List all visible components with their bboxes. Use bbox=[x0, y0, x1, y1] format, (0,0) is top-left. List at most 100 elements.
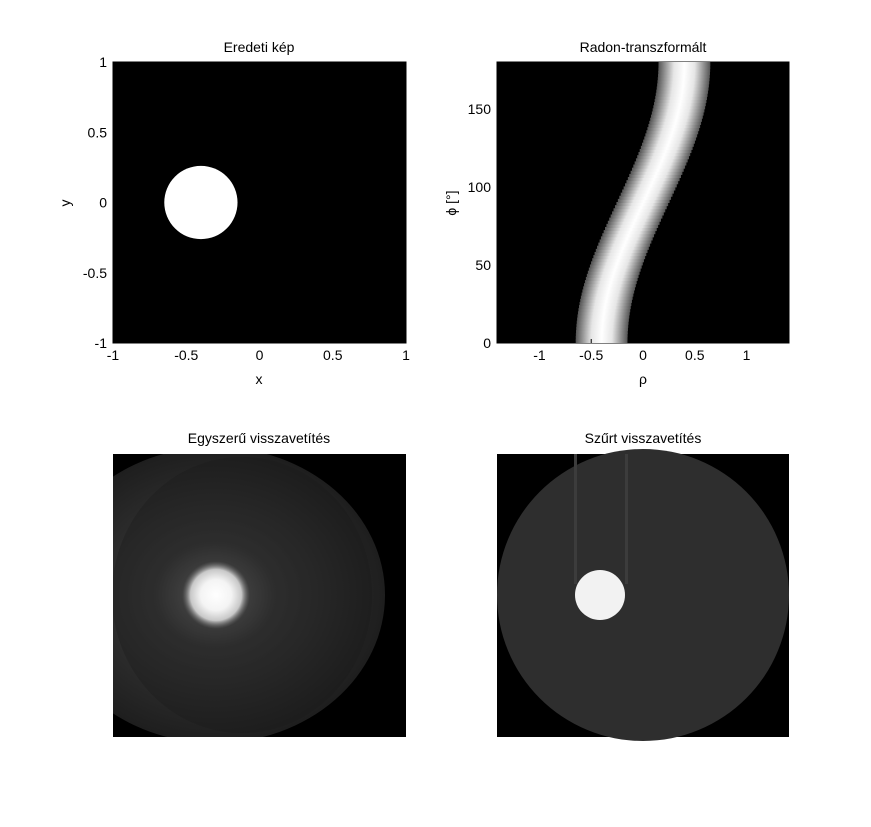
original-y-tick-label: 0 bbox=[99, 195, 107, 211]
radon-band-slice bbox=[613, 208, 666, 213]
original-y-tick-label: -1 bbox=[95, 335, 108, 351]
filtered-streak-left bbox=[574, 454, 577, 584]
radon-band-slice bbox=[599, 239, 652, 244]
radon-band-slice bbox=[591, 261, 643, 266]
radon-band-slice bbox=[585, 276, 638, 282]
radon-band-slice bbox=[650, 117, 702, 122]
radon-band-slice bbox=[658, 73, 710, 79]
filtered-disk bbox=[575, 570, 625, 620]
radon-band-slice bbox=[578, 305, 631, 310]
radon-band-slice bbox=[617, 198, 670, 203]
radon-band-slice bbox=[654, 102, 706, 107]
radon-band-slice bbox=[653, 105, 706, 110]
radon-band-slice bbox=[647, 127, 700, 132]
radon-band-slice bbox=[648, 123, 701, 129]
radon-band-slice bbox=[649, 120, 702, 125]
radon-band-slice bbox=[631, 167, 684, 172]
radon-x-ticks: -1 -0.5 0 0.5 1 bbox=[533, 339, 751, 363]
radon-y-tick-label: 50 bbox=[475, 257, 491, 273]
radon-x-tick-label: 0 bbox=[639, 347, 647, 363]
radon-band-slice bbox=[605, 226, 657, 232]
radon-band-slice bbox=[607, 220, 660, 225]
radon-band-slice bbox=[609, 217, 661, 222]
radon-band-slice bbox=[630, 170, 683, 175]
original-y-tick-label: -0.5 bbox=[83, 265, 107, 281]
radon-band-slice bbox=[577, 311, 630, 316]
radon-band-slice bbox=[638, 152, 691, 157]
radon-band-slice bbox=[656, 89, 709, 94]
radon-band-slice bbox=[584, 283, 636, 288]
radon-band-slice bbox=[588, 267, 641, 272]
radon-band-slice bbox=[600, 236, 653, 241]
radon-band-slice bbox=[616, 202, 669, 207]
radon-band-slice bbox=[595, 248, 648, 253]
radon-band-slice bbox=[644, 136, 697, 141]
radon-band-slice bbox=[657, 83, 709, 88]
panel-filtered: Szűrt visszavetítés bbox=[497, 430, 789, 741]
radon-band-slice bbox=[598, 242, 651, 247]
radon-band-slice bbox=[640, 145, 693, 150]
radon-band-slice bbox=[651, 114, 703, 119]
radon-band-slice bbox=[576, 330, 628, 335]
original-disk bbox=[164, 165, 238, 240]
radon-band-slice bbox=[657, 77, 710, 82]
radon-y-tick-label: 150 bbox=[468, 101, 492, 117]
radon-band-slice bbox=[575, 336, 628, 341]
radon-band-slice bbox=[622, 189, 674, 194]
radon-band-slice bbox=[580, 298, 632, 303]
radon-band-slice bbox=[593, 255, 646, 260]
radon-band-slice bbox=[657, 80, 710, 85]
radon-xlabel: ρ bbox=[639, 371, 647, 387]
original-x-tick-label: -1 bbox=[107, 347, 120, 363]
radon-band-slice bbox=[602, 233, 655, 238]
radon-band-slice bbox=[633, 164, 686, 169]
radon-band-slice bbox=[627, 177, 680, 182]
radon-band-slice bbox=[579, 301, 632, 307]
radon-band-slice bbox=[582, 289, 635, 294]
original-ylabel: y bbox=[57, 200, 73, 207]
radon-band-slice bbox=[629, 173, 681, 179]
panel-radon: Radon-transzformált -1 -0.5 0 0.5 1 150 100 50… bbox=[443, 39, 790, 387]
original-x-tick-label: 0.5 bbox=[323, 347, 343, 363]
radon-band-slice bbox=[646, 130, 699, 135]
radon-band-slice bbox=[658, 70, 710, 75]
radon-x-tick-label: -0.5 bbox=[579, 347, 603, 363]
radon-band-slice bbox=[584, 280, 637, 285]
backprojection-title: Egyszerű visszavetítés bbox=[188, 430, 330, 446]
original-y-ticks: 1 0.5 0 -0.5 -1 bbox=[83, 54, 117, 351]
radon-band-slice bbox=[614, 205, 667, 210]
radon-band-slice bbox=[643, 139, 695, 144]
radon-band-slice bbox=[634, 161, 687, 166]
radon-band-slice bbox=[592, 258, 644, 263]
radon-band-slice bbox=[589, 264, 642, 269]
radon-x-tick-label: 0.5 bbox=[685, 347, 705, 363]
radon-band-slice bbox=[603, 230, 656, 235]
radon-band-slice bbox=[656, 86, 709, 91]
original-x-ticks: -1 -0.5 0 0.5 1 bbox=[107, 339, 410, 363]
radon-band-slice bbox=[583, 286, 635, 291]
radon-band-slice bbox=[620, 192, 673, 197]
radon-band-slice bbox=[655, 92, 708, 97]
radon-band-slice bbox=[576, 326, 628, 332]
radon-band-slice bbox=[645, 133, 698, 138]
original-x-tick-label: 1 bbox=[402, 347, 410, 363]
original-title: Eredeti kép bbox=[224, 39, 295, 55]
radon-band-slice bbox=[654, 98, 707, 104]
original-x-tick-label: 0 bbox=[256, 347, 264, 363]
radon-band-slice bbox=[626, 180, 679, 185]
original-x-tick-label: -0.5 bbox=[174, 347, 198, 363]
radon-title: Radon-transzformált bbox=[580, 39, 707, 55]
radon-band-slice bbox=[586, 273, 639, 278]
radon-band-slice bbox=[575, 339, 628, 343]
radon-band-slice bbox=[576, 320, 629, 325]
radon-band-slice bbox=[623, 186, 676, 191]
radon-x-tick-label: -1 bbox=[533, 347, 546, 363]
radon-band-slice bbox=[642, 142, 694, 147]
original-y-tick-label: 1 bbox=[99, 54, 107, 70]
radon-band-slice bbox=[651, 111, 704, 116]
radon-band-slice bbox=[637, 155, 689, 160]
radon-band-slice bbox=[655, 95, 708, 100]
radon-band-slice bbox=[610, 214, 663, 219]
radon-band-slice bbox=[606, 223, 659, 228]
radon-band-slice bbox=[597, 245, 649, 250]
